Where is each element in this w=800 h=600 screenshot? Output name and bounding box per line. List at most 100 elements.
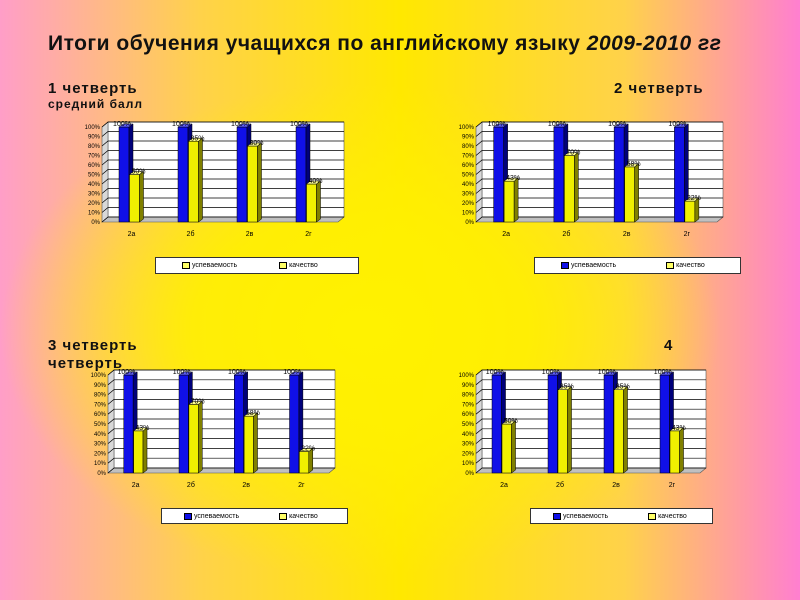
bar [669,430,680,474]
bar-side [253,412,258,474]
bar-side [142,427,148,474]
gridline [107,369,335,376]
data-label: 100% [668,121,686,128]
bar-side [198,137,203,223]
y-tick-label: 90% [94,383,107,389]
bar [289,374,300,474]
legend-swatch [561,262,569,269]
bar-top [236,123,252,128]
legend-label: успеваемость [563,512,609,520]
gridline [475,207,723,213]
x-tick-label: 2б [562,230,570,238]
title-text: Итоги обучения учащихся по английскому я… [48,32,587,55]
data-label: 70% [566,150,580,157]
legend-label: успеваемость [571,262,617,269]
x-tick-label: 2б [556,481,564,489]
data-label: 100% [173,369,191,376]
bar-top [246,142,263,147]
y-tick-label: 90% [462,135,475,141]
gridline [475,448,706,454]
bar [129,174,140,223]
x-tick-label: 2а [128,231,136,238]
data-label: 100% [228,369,246,376]
data-label: 50% [131,169,145,176]
bar [236,126,248,223]
data-label: 50% [504,418,518,425]
bar-side [139,171,144,223]
bar [177,126,189,223]
bar-top [177,123,193,128]
gridline [475,169,723,175]
quarter-3-label-wrap: четверть [48,355,124,372]
legend-item-quality: качество [666,262,705,269]
data-label: 100% [290,121,308,128]
gridline [475,121,723,128]
y-tick-label: 70% [462,154,475,160]
gridline [475,438,706,444]
gridline [101,216,344,223]
y-tick-label: 10% [94,461,107,467]
gridline [101,131,344,137]
y-tick-label: 40% [462,432,475,438]
data-label: 100% [118,369,136,376]
y-tick-label: 60% [462,412,475,418]
bar [299,451,310,474]
legend-label: качество [289,262,318,269]
bar [613,389,624,474]
data-label: 100% [172,121,190,128]
bar [603,374,614,474]
legend-swatch [184,512,192,520]
y-tick-label: 70% [94,402,107,408]
bar-top [305,180,322,185]
x-tick-label: 2в [246,231,254,238]
y-tick-label: 40% [88,182,101,188]
gridline [475,178,723,185]
bar-side [623,386,628,474]
bar-top [233,371,249,376]
gridline [475,159,723,166]
gridline [475,197,723,204]
data-label: 85% [190,135,204,142]
y-tick-label: 30% [94,442,107,448]
bar [674,126,685,223]
bar-top [491,371,507,376]
gridline [475,408,706,415]
x-tick-label: 2в [242,482,250,489]
chart-quarter-1: 0% 10% 20% 30% 40% 50% 60% 70% 80% 90% 100% 100% 50%… [85,121,345,238]
x-tick-label: 2а [132,482,140,489]
gridline [475,188,723,194]
y-tick-label: 50% [462,422,475,428]
bar-side [634,163,639,223]
bar [306,183,317,223]
gridline [475,216,723,223]
legend-swatch [553,512,561,520]
bar-top [659,371,675,376]
bar [295,126,307,223]
legend-swatch [279,262,288,269]
y-tick-label: 80% [462,144,475,150]
data-label: 100% [486,369,504,376]
x-tick-label: 2б [187,230,195,238]
quarter-2-label: 2 четверть [614,80,704,97]
bar [243,415,254,474]
gridline [475,399,706,405]
chart-quarter-4: 0% 10% 20% 30% 40% 50% 60% 70% 80% 90% 100% 100% 50%… [459,369,707,489]
data-label: 22% [301,445,315,452]
bar-top [603,371,619,376]
data-label: 43% [672,425,686,432]
data-label: 100% [231,121,249,128]
y-tick-label: 90% [462,383,475,389]
y-tick-label: 60% [462,163,475,169]
bar-side [574,152,579,223]
x-tick-label: 2в [623,231,631,238]
average-score-label: средний балл [48,97,143,111]
data-label: 85% [560,384,574,391]
legend-swatch [182,262,190,269]
bar-side [198,400,203,474]
gridline [107,418,335,425]
data-label: 22% [687,195,701,202]
bar [178,374,189,474]
bar [501,423,512,474]
bar [188,404,199,474]
quarter-1-label: 1 четверть [48,80,138,97]
